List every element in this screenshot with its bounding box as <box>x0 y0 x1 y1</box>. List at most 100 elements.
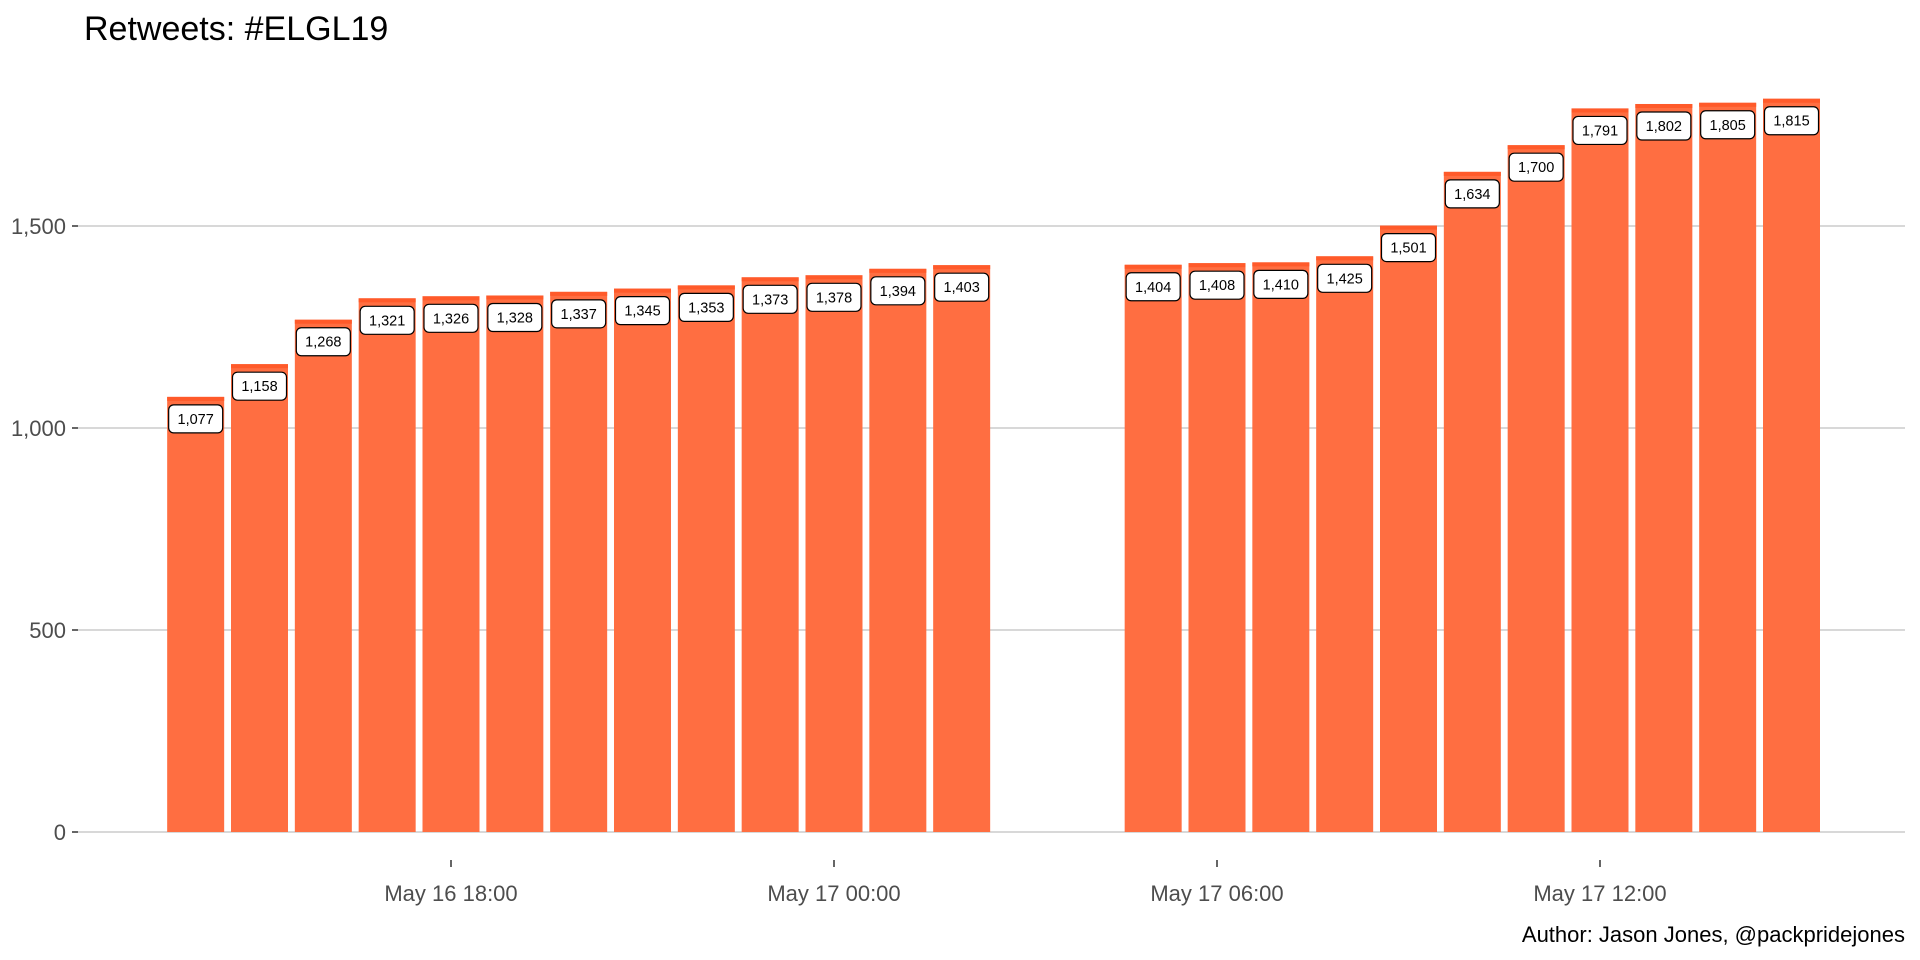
bar <box>1252 262 1310 832</box>
bar <box>1763 98 1820 833</box>
bar-top-edge <box>294 319 352 324</box>
data-label-text: 1,408 <box>1199 278 1235 294</box>
data-label: 1,501 <box>1380 232 1437 263</box>
bar-top-edge <box>231 364 288 369</box>
data-label-text: 1,321 <box>369 313 405 329</box>
bar <box>741 277 799 833</box>
data-label-text: 1,268 <box>305 335 341 351</box>
bar-top-edge <box>1635 103 1693 108</box>
bar <box>805 275 863 833</box>
data-label-text: 1,345 <box>624 304 660 320</box>
data-label-text: 1,158 <box>241 379 277 395</box>
data-label: 1,404 <box>1125 272 1181 302</box>
data-label: 1,077 <box>168 404 224 434</box>
data-label-box <box>168 404 224 434</box>
data-label: 1,805 <box>1700 110 1756 140</box>
bar <box>614 288 671 832</box>
x-tick-label: May 17 06:00 <box>1150 881 1283 906</box>
data-label: 1,326 <box>423 303 479 333</box>
data-label-text: 1,634 <box>1454 187 1490 203</box>
data-label-box <box>1700 110 1756 140</box>
data-label: 1,815 <box>1763 106 1820 136</box>
data-label: 1,345 <box>614 296 671 326</box>
bar-top-edge <box>1763 98 1820 103</box>
bar <box>1316 256 1374 832</box>
data-label-box <box>1444 179 1500 209</box>
bar <box>1699 102 1757 832</box>
data-label-box <box>1125 272 1181 302</box>
bar-top-edge <box>1507 145 1565 150</box>
data-label: 1,353 <box>678 292 734 322</box>
bar-top-edge <box>1443 171 1501 176</box>
bar-top-edge <box>550 291 608 296</box>
bar-top-edge <box>358 298 416 303</box>
data-label: 1,408 <box>1189 270 1245 300</box>
bar-top-edge <box>614 288 671 293</box>
data-label-box <box>1317 263 1373 293</box>
data-label-text: 1,815 <box>1773 114 1809 130</box>
data-label-box <box>1508 152 1564 182</box>
data-label: 1,337 <box>551 299 607 329</box>
data-label-box <box>423 303 479 333</box>
data-label-text: 1,378 <box>816 290 852 306</box>
y-tick-label: 1,000 <box>11 416 66 441</box>
data-label-text: 1,077 <box>178 412 214 428</box>
data-label-text: 1,501 <box>1390 241 1426 257</box>
chart-title: Retweets: #ELGL19 <box>84 10 389 48</box>
bar <box>486 295 544 832</box>
data-label-text: 1,326 <box>433 311 469 327</box>
y-tick-label: 500 <box>29 618 66 643</box>
bar-top-edge <box>1188 263 1246 268</box>
data-labels: 1,077 1,158 1,268 1,321 1,326 1,328 1,337 1,345… <box>168 106 1820 434</box>
data-label-box <box>1636 111 1692 141</box>
bar <box>1380 225 1437 832</box>
data-label-box <box>295 327 351 357</box>
data-label-text: 1,403 <box>944 280 980 296</box>
bar-top-edge <box>167 396 225 401</box>
bar-top-edge <box>1571 108 1629 113</box>
data-label-box <box>614 296 671 326</box>
data-label-box <box>806 282 862 312</box>
bar <box>1507 145 1565 832</box>
bar <box>294 319 352 832</box>
data-label: 1,373 <box>742 284 798 314</box>
data-label-text: 1,404 <box>1135 280 1171 296</box>
data-label-box <box>742 284 798 314</box>
data-label-box <box>1189 270 1245 300</box>
data-label-text: 1,410 <box>1263 277 1299 293</box>
y-tick-label: 0 <box>54 820 66 845</box>
bar <box>933 265 991 832</box>
bar-top-edge <box>805 275 863 280</box>
data-label-box <box>1763 106 1820 136</box>
bar <box>422 296 480 832</box>
bar-top-edge <box>486 295 544 300</box>
data-label: 1,158 <box>231 371 288 401</box>
bar <box>1571 108 1629 833</box>
data-label-box <box>359 305 415 335</box>
data-label-box <box>1380 232 1437 263</box>
x-tick-label: May 17 12:00 <box>1533 881 1666 906</box>
data-label-text: 1,353 <box>688 300 724 316</box>
bar <box>167 396 225 832</box>
data-label: 1,268 <box>295 327 351 357</box>
data-label: 1,425 <box>1317 263 1373 293</box>
data-label-box <box>934 272 990 302</box>
data-label-text: 1,394 <box>880 284 916 300</box>
bar <box>1124 264 1182 832</box>
data-label-text: 1,337 <box>561 307 597 323</box>
data-label-box <box>678 292 734 322</box>
x-tick-label: May 16 18:00 <box>384 881 517 906</box>
chart-caption: Author: Jason Jones, @packpridejones <box>1521 922 1905 947</box>
data-label: 1,394 <box>870 276 926 306</box>
data-label-text: 1,373 <box>752 292 788 308</box>
data-label-text: 1,802 <box>1646 119 1682 135</box>
bar-top-edge <box>869 268 927 273</box>
data-label: 1,321 <box>359 305 415 335</box>
data-label-text: 1,328 <box>497 310 533 326</box>
data-label: 1,634 <box>1444 179 1500 209</box>
data-label: 1,403 <box>934 272 990 302</box>
bar <box>869 268 927 833</box>
bar <box>1443 171 1501 832</box>
bar-top-edge <box>1380 225 1437 230</box>
